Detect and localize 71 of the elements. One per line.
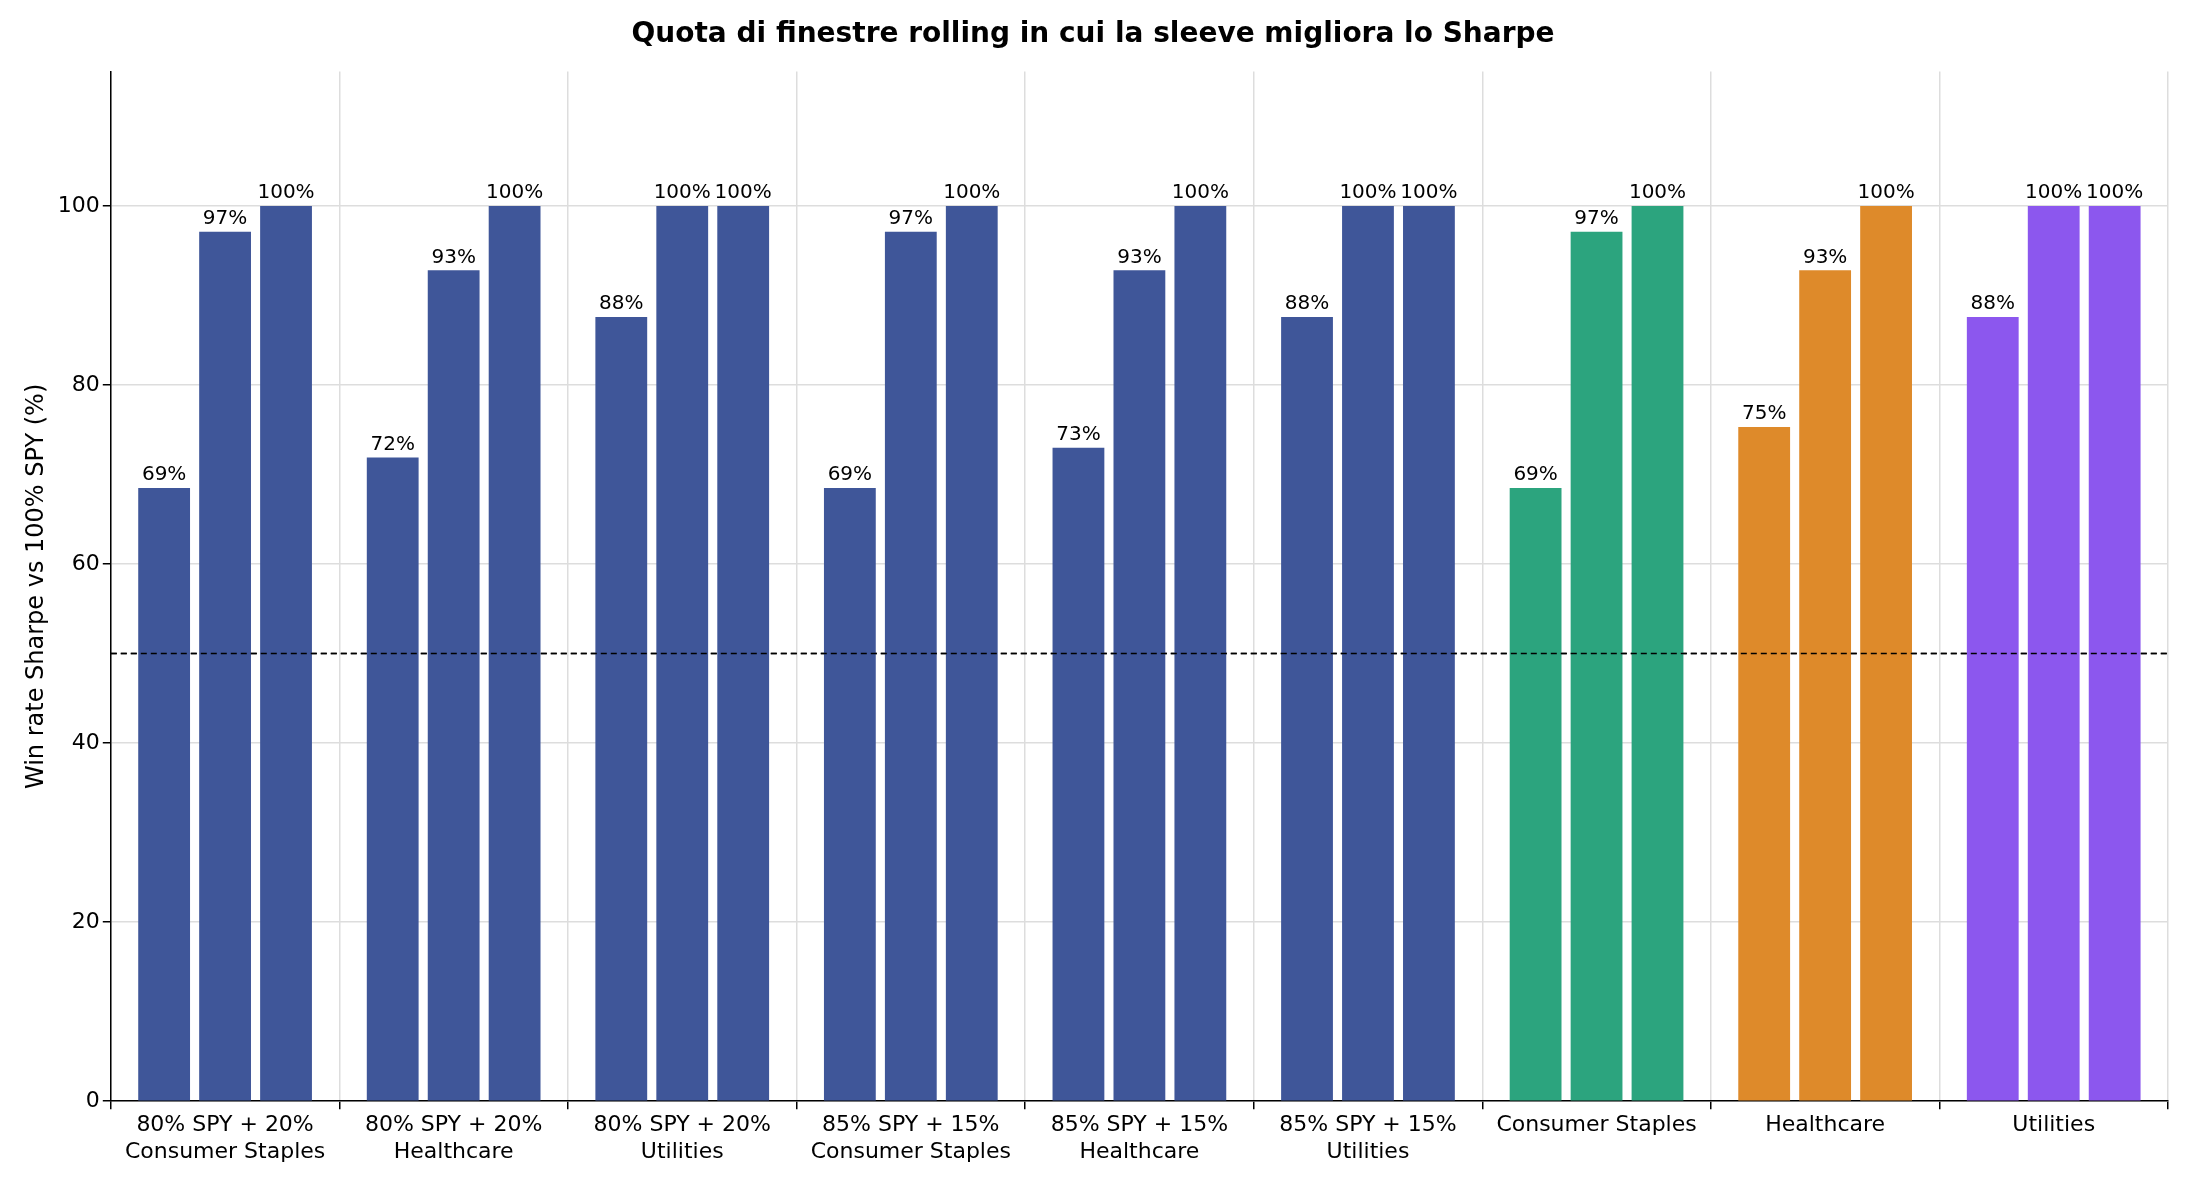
data-label: 100%: [486, 179, 544, 204]
x-tick-label: 85% SPY + 15% Consumer Staples: [810, 1111, 1011, 1163]
data-label: 69%: [1513, 461, 1558, 486]
data-label: 75%: [1741, 400, 1787, 425]
data-label: 100%: [257, 179, 315, 204]
data-label: 69%: [141, 461, 187, 486]
bar: [1860, 205, 1912, 1101]
data-label: 97%: [888, 205, 934, 230]
x-tick-label: 80% SPY + 20% Healthcare: [364, 1111, 543, 1163]
chart-title: Quota di finestre rolling in cui la sleeve migliora lo Sharpe: [631, 16, 1555, 50]
data-label: 100%: [1628, 179, 1687, 204]
bar: [1052, 447, 1105, 1101]
data-label: 93%: [1117, 243, 1162, 268]
data-label: 100%: [1400, 179, 1458, 204]
data-label: 100%: [1171, 179, 1229, 204]
data-label: 88%: [599, 290, 644, 315]
data-label: 100%: [1339, 179, 1397, 204]
x-tick-label: 80% SPY + 20% Consumer Staples: [124, 1111, 326, 1163]
x-tick-label: 85% SPY + 15% Healthcare: [1050, 1111, 1229, 1163]
bar: [2027, 205, 2080, 1101]
data-label: 88%: [1970, 290, 2015, 315]
data-label: 100%: [943, 179, 1001, 204]
y-axis-title: Win rate Sharpe vs 100% SPY (%): [20, 383, 49, 790]
bar: [2088, 205, 2141, 1101]
data-label: 100%: [714, 179, 772, 204]
x-tick-label: 80% SPY + 20% Utilities: [593, 1111, 771, 1163]
data-label: 88%: [1284, 290, 1330, 315]
x-tick-label: Healthcare: [1765, 1111, 1886, 1137]
y-tick-label: 100: [57, 191, 100, 217]
data-label: 100%: [2025, 179, 2083, 204]
x-tick-label: Consumer Staples: [1496, 1111, 1697, 1137]
y-tick-label: 80: [71, 370, 100, 396]
bar: [717, 205, 770, 1101]
bar: [1631, 205, 1684, 1101]
bar: [1342, 205, 1394, 1101]
bar: [1509, 487, 1562, 1101]
bar: [1403, 205, 1455, 1101]
bar: [1113, 270, 1166, 1101]
data-label: 93%: [431, 243, 476, 268]
bar: [260, 205, 312, 1101]
bar: [656, 205, 709, 1101]
bar: [1966, 316, 2019, 1101]
y-tick-label: 0: [85, 1086, 100, 1112]
bar: [945, 205, 998, 1101]
bar: [488, 205, 541, 1101]
bar: [1570, 231, 1623, 1101]
bar: [199, 231, 251, 1101]
bar: [823, 487, 876, 1101]
data-label: 97%: [202, 205, 248, 230]
data-label: 100%: [653, 179, 711, 204]
bar: [366, 457, 419, 1101]
data-label: 69%: [827, 461, 873, 486]
bar: [427, 270, 480, 1101]
data-label: 100%: [2086, 179, 2144, 204]
y-tick-label: 40: [71, 728, 100, 754]
bar: [138, 487, 191, 1101]
bar: [1281, 316, 1333, 1101]
y-tick-label: 20: [71, 907, 100, 933]
bar: [1174, 205, 1227, 1101]
data-label: 93%: [1802, 243, 1848, 268]
bar: [595, 316, 648, 1101]
x-tick-label: Utilities: [2012, 1111, 2096, 1137]
bar: [1799, 270, 1852, 1101]
data-label: 73%: [1056, 420, 1101, 445]
bar: [884, 231, 937, 1101]
x-tick-label: 85% SPY + 15% Utilities: [1279, 1111, 1457, 1163]
y-tick-label: 60: [71, 549, 100, 575]
data-label: 100%: [1857, 179, 1915, 204]
data-label: 72%: [370, 430, 415, 455]
data-label: 97%: [1574, 205, 1619, 230]
bar: [1738, 427, 1791, 1101]
